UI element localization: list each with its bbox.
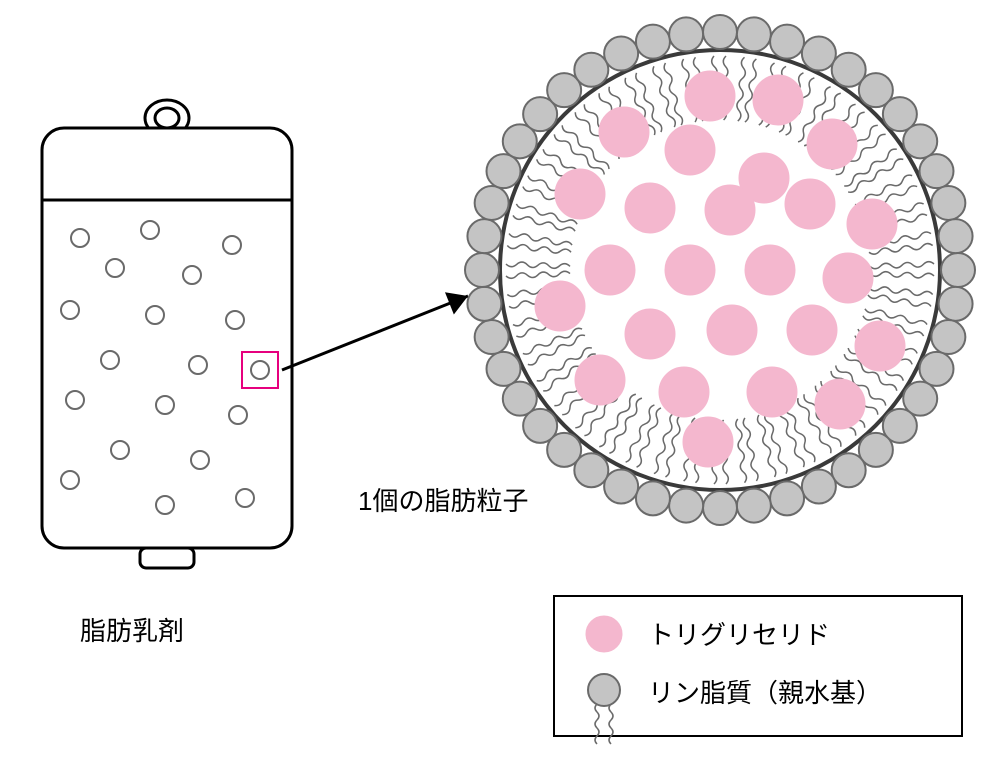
phospholipid-tail xyxy=(509,234,572,245)
legend-phospholipid-icon xyxy=(588,674,620,706)
legend-phospholipid-label: リン脂質（親水基） xyxy=(648,678,882,708)
phospholipid-head xyxy=(919,154,953,188)
phospholipid-head xyxy=(465,253,499,287)
phospholipid-head xyxy=(467,219,501,253)
zoom-arrow xyxy=(282,292,468,370)
triglyceride xyxy=(705,185,755,235)
triglyceride xyxy=(815,379,865,429)
triglyceride xyxy=(535,281,585,331)
phospholipid-tail xyxy=(523,328,582,354)
triglyceride xyxy=(707,305,757,355)
phospholipid-tail xyxy=(869,287,933,295)
phospholipid-tail xyxy=(554,134,604,174)
phospholipid-head xyxy=(503,382,537,416)
phospholipid-head xyxy=(669,489,703,523)
triglyceride xyxy=(625,309,675,359)
phospholipid-head xyxy=(770,481,804,515)
phospholipid-head xyxy=(802,37,836,71)
phospholipid-head xyxy=(931,320,965,354)
triglyceride xyxy=(665,245,715,295)
phospholipid-head xyxy=(467,287,501,321)
phospholipid-tail xyxy=(664,63,682,125)
phospholipid-tail xyxy=(506,271,570,278)
triglyceride xyxy=(855,321,905,371)
phospholipid-tail xyxy=(848,159,903,192)
legend-triglyceride-icon xyxy=(586,616,622,652)
phospholipid-head xyxy=(636,481,670,515)
phospholipid-head xyxy=(703,491,737,525)
phospholipid-tail xyxy=(737,57,745,121)
triglyceride xyxy=(747,367,797,417)
triglyceride xyxy=(683,417,733,467)
triglyceride xyxy=(847,199,897,249)
phospholipid-tail xyxy=(868,295,931,306)
phospholipid-head xyxy=(939,219,973,253)
bag-caption: 脂肪乳剤 xyxy=(80,616,184,646)
phospholipid-head xyxy=(931,186,965,220)
bag-hanger-inner xyxy=(155,108,179,128)
triglyceride xyxy=(599,107,649,157)
triglyceride xyxy=(685,71,735,121)
phospholipid-tail xyxy=(743,418,758,481)
phospholipid-head xyxy=(770,25,804,59)
triglyceride xyxy=(745,245,795,295)
particle-caption: 1個の脂肪粒子 xyxy=(358,486,528,516)
phospholipid-head xyxy=(669,17,703,51)
phospholipid-tail xyxy=(778,408,804,467)
phospholipid-head xyxy=(919,352,953,386)
phospholipid-tail xyxy=(758,415,776,477)
lipid-particle xyxy=(465,15,975,525)
phospholipid-head xyxy=(832,453,866,487)
triglyceride xyxy=(753,75,803,125)
phospholipid-tail xyxy=(736,419,747,483)
phospholipid-head xyxy=(604,37,638,71)
phospholipid-head xyxy=(903,124,937,158)
triglyceride xyxy=(823,253,873,303)
phospholipid-head xyxy=(574,53,608,87)
phospholipid-head xyxy=(703,15,737,49)
phospholipid-head xyxy=(604,469,638,503)
phospholipid-head xyxy=(737,489,771,523)
legend-phospholipid-tail xyxy=(595,704,599,744)
phospholipid-tail xyxy=(507,245,571,253)
legend-phospholipid-tail xyxy=(609,704,613,744)
phospholipid-tail xyxy=(506,262,570,268)
phospholipid-tail xyxy=(528,335,585,365)
phospholipid-tail xyxy=(513,215,575,231)
phospholipid-head xyxy=(737,17,771,51)
phospholipid-tail xyxy=(785,405,815,462)
phospholipid-tail xyxy=(609,398,642,453)
phospholipid-head xyxy=(475,186,509,220)
bag-port xyxy=(140,548,194,568)
triglyceride xyxy=(807,119,857,169)
phospholipid-head xyxy=(475,320,509,354)
triglyceride xyxy=(787,305,837,355)
phospholipid-tail xyxy=(765,413,787,474)
phospholipid-tail xyxy=(653,66,675,127)
phospholipid-head xyxy=(636,25,670,59)
triglyceride xyxy=(575,355,625,405)
phospholipid-head xyxy=(939,287,973,321)
phospholipid-head xyxy=(487,154,521,188)
legend-box xyxy=(554,596,962,736)
phospholipid-tail xyxy=(870,262,934,269)
triglyceride xyxy=(555,169,605,219)
triglyceride xyxy=(585,245,635,295)
phospholipid-head xyxy=(802,469,836,503)
triglyceride xyxy=(785,179,835,229)
iv-bag xyxy=(42,100,292,568)
bag-body xyxy=(42,128,292,548)
phospholipid-head xyxy=(487,352,521,386)
phospholipid-tail xyxy=(870,272,934,278)
phospholipid-head xyxy=(941,253,975,287)
triglyceride xyxy=(659,367,709,417)
phospholipid-tail xyxy=(665,415,681,477)
legend xyxy=(554,596,962,744)
triglyceride xyxy=(625,183,675,233)
triglyceride xyxy=(665,125,715,175)
legend-triglyceride-label: トリグリセリド xyxy=(648,620,830,650)
